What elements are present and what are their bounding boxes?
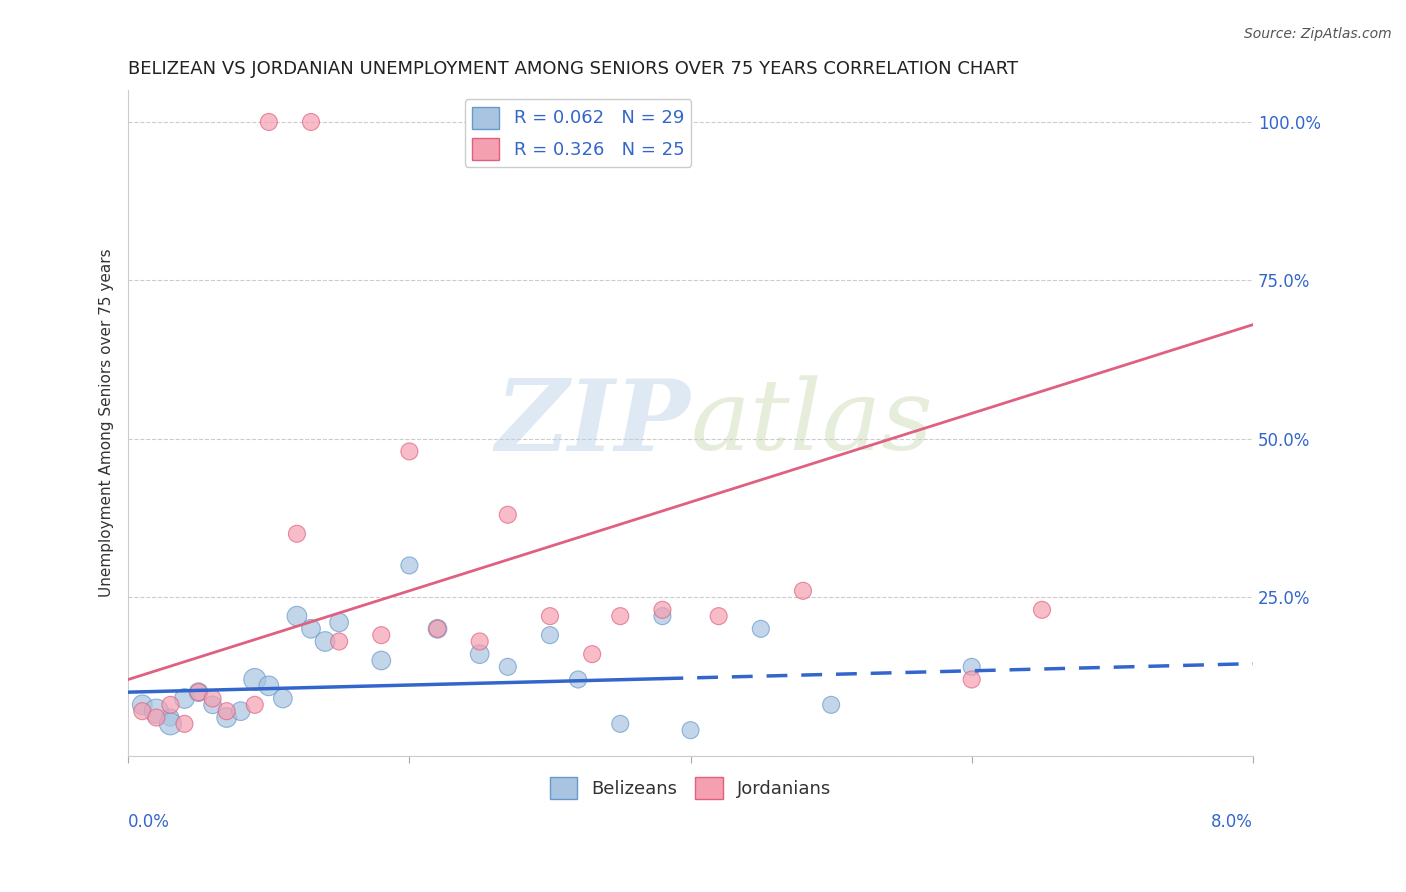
- Point: [468, 634, 491, 648]
- Point: [159, 716, 181, 731]
- Point: [243, 673, 266, 687]
- Point: [243, 698, 266, 712]
- Point: [567, 673, 589, 687]
- Point: [159, 698, 181, 712]
- Point: [131, 698, 153, 712]
- Point: [370, 653, 392, 667]
- Point: [285, 609, 308, 624]
- Point: [398, 558, 420, 573]
- Point: [285, 526, 308, 541]
- Legend: Belizeans, Jordanians: Belizeans, Jordanians: [543, 770, 838, 806]
- Point: [496, 508, 519, 522]
- Point: [201, 691, 224, 706]
- Point: [173, 716, 195, 731]
- Point: [960, 660, 983, 674]
- Point: [215, 710, 238, 724]
- Point: [426, 622, 449, 636]
- Point: [651, 603, 673, 617]
- Point: [215, 704, 238, 718]
- Point: [792, 583, 814, 598]
- Point: [271, 691, 294, 706]
- Point: [328, 634, 350, 648]
- Point: [257, 679, 280, 693]
- Point: [145, 710, 167, 724]
- Point: [538, 609, 561, 624]
- Point: [145, 704, 167, 718]
- Text: Source: ZipAtlas.com: Source: ZipAtlas.com: [1244, 27, 1392, 41]
- Point: [609, 609, 631, 624]
- Point: [426, 622, 449, 636]
- Point: [468, 647, 491, 661]
- Text: 8.0%: 8.0%: [1211, 813, 1253, 830]
- Point: [187, 685, 209, 699]
- Point: [314, 634, 336, 648]
- Text: 0.0%: 0.0%: [128, 813, 170, 830]
- Text: BELIZEAN VS JORDANIAN UNEMPLOYMENT AMONG SENIORS OVER 75 YEARS CORRELATION CHART: BELIZEAN VS JORDANIAN UNEMPLOYMENT AMONG…: [128, 60, 1018, 78]
- Point: [820, 698, 842, 712]
- Text: ZIP: ZIP: [495, 375, 690, 471]
- Point: [299, 115, 322, 129]
- Point: [496, 660, 519, 674]
- Point: [370, 628, 392, 642]
- Y-axis label: Unemployment Among Seniors over 75 years: Unemployment Among Seniors over 75 years: [100, 249, 114, 598]
- Point: [229, 704, 252, 718]
- Point: [201, 698, 224, 712]
- Point: [651, 609, 673, 624]
- Point: [749, 622, 772, 636]
- Point: [257, 115, 280, 129]
- Point: [398, 444, 420, 458]
- Point: [299, 622, 322, 636]
- Point: [679, 723, 702, 738]
- Point: [581, 647, 603, 661]
- Point: [159, 710, 181, 724]
- Point: [173, 691, 195, 706]
- Point: [609, 716, 631, 731]
- Point: [538, 628, 561, 642]
- Point: [131, 704, 153, 718]
- Point: [1031, 603, 1053, 617]
- Point: [328, 615, 350, 630]
- Point: [960, 673, 983, 687]
- Point: [187, 685, 209, 699]
- Point: [707, 609, 730, 624]
- Text: atlas: atlas: [690, 376, 934, 471]
